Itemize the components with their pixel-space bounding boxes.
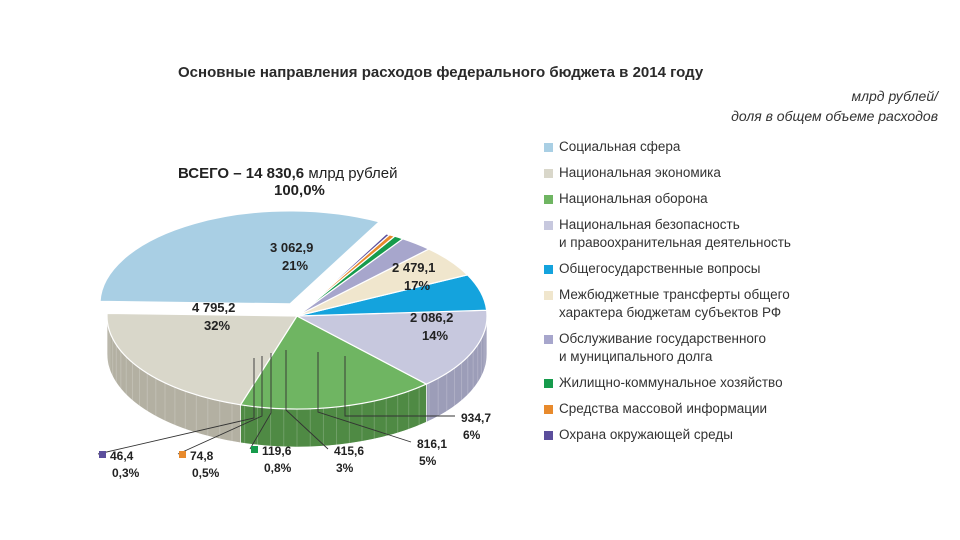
slice-percent-label: 14% (422, 328, 448, 343)
slice-percent-label: 5% (419, 454, 437, 468)
leader-line (249, 353, 272, 450)
pie-slice-10 (296, 233, 391, 317)
legend-swatch (544, 405, 553, 414)
legend-label: Национальная оборона (559, 191, 708, 206)
legend-item: Обслуживание государственного и муниципа… (544, 330, 944, 366)
legend-swatch (544, 143, 553, 152)
legend-label: Социальная сфера (559, 139, 681, 154)
legend-item: Национальная оборона (544, 190, 944, 208)
slice-value-label: 119,6 (262, 444, 292, 458)
slice-percent-label: 0,3% (112, 466, 140, 480)
slice-swatch (179, 451, 186, 458)
legend-label: Национальная экономика (559, 165, 721, 180)
pie-slice-2 (106, 312, 299, 406)
slice-value-label: 4 795,2 (192, 300, 235, 315)
legend-label: Общегосударственные вопросы (559, 261, 761, 276)
legend-item: Охрана окружающей среды (544, 426, 944, 444)
legend-item: Социальная сфера (544, 138, 944, 156)
leader-line (177, 356, 263, 455)
legend-label: Национальная безопасность и правоохранит… (559, 217, 791, 250)
pie-slice-3 (239, 315, 428, 410)
total-value: ВСЕГО – 14 830,6 (178, 165, 305, 182)
legend-swatch (544, 291, 553, 300)
legend-swatch (544, 195, 553, 204)
legend-item: Национальная экономика (544, 164, 944, 182)
unit-line-1: млрд рублей/ (851, 88, 938, 104)
total-percent: 100,0% (274, 182, 325, 199)
legend-swatch (544, 431, 553, 440)
slice-percent-label: 0,5% (192, 466, 220, 480)
pie-slice-1 (99, 210, 381, 305)
legend-item: Жилищно-коммунальное хозяйство (544, 374, 944, 392)
unit-caption: млрд рублей/ доля в общем объеме расходо… (618, 86, 938, 126)
legend-item: Национальная безопасность и правоохранит… (544, 216, 944, 252)
slice-value-label: 2 086,2 (410, 310, 453, 325)
legend-swatch (544, 379, 553, 388)
leader-line (317, 352, 412, 443)
legend-swatch (544, 169, 553, 178)
legend-label: Средства массовой информации (559, 401, 768, 416)
pie-side-stripes (106, 319, 488, 447)
slice-swatch (251, 446, 258, 453)
slice-percent-label: 3% (336, 461, 354, 475)
slice-value-label: 74,8 (190, 449, 214, 463)
slice-percent-label: 0,8% (264, 461, 292, 475)
legend-label: Охрана окружающей среды (559, 427, 733, 442)
slice-percent-label: 6% (463, 428, 481, 442)
legend-item: Общегосударственные вопросы (544, 260, 944, 278)
chart-title: Основные направления расходов федерально… (178, 64, 704, 81)
legend-swatch (544, 265, 553, 274)
legend-swatch (544, 335, 553, 344)
legend-swatch (544, 221, 553, 230)
leader-line (344, 356, 455, 417)
slice-value-label: 934,7 (461, 411, 491, 425)
slice-percent-label: 32% (204, 318, 230, 333)
total-caption: ВСЕГО – 14 830,6 млрд рублей 100,0% (178, 165, 438, 199)
slice-value-label: 415,6 (334, 444, 364, 458)
total-line: ВСЕГО – 14 830,6 млрд рублей (178, 165, 438, 182)
slice-value-label: 46,4 (110, 449, 134, 463)
legend-item: Межбюджетные трансферты общего характера… (544, 286, 944, 322)
pie-slice-4 (294, 309, 488, 385)
slice-percent-label: 21% (282, 258, 308, 273)
slice-swatch (99, 451, 106, 458)
slice-value-label: 816,1 (417, 437, 447, 451)
slice-value-label: 3 062,9 (270, 240, 313, 255)
legend-label: Межбюджетные трансферты общего характера… (559, 287, 790, 320)
pie-labels: 4 795,2 32% 3 062,9 21% 2 479,1 17% 2 086,2 14%… (97, 240, 491, 480)
slice-percent-label: 17% (404, 278, 430, 293)
unit-line-2: доля в общем объеме расходов (731, 108, 938, 124)
legend-label: Обслуживание государственного и муниципа… (559, 331, 767, 364)
total-unit: млрд рублей (308, 165, 398, 182)
leader-line (285, 350, 329, 450)
leader-line (97, 358, 255, 455)
legend-label: Жилищно-коммунальное хозяйство (559, 375, 783, 390)
slice-value-label: 2 479,1 (392, 260, 435, 275)
pie-slices (99, 210, 488, 410)
legend: Социальная сфера Национальная экономика На… (544, 138, 944, 452)
legend-item: Средства массовой информации (544, 400, 944, 418)
